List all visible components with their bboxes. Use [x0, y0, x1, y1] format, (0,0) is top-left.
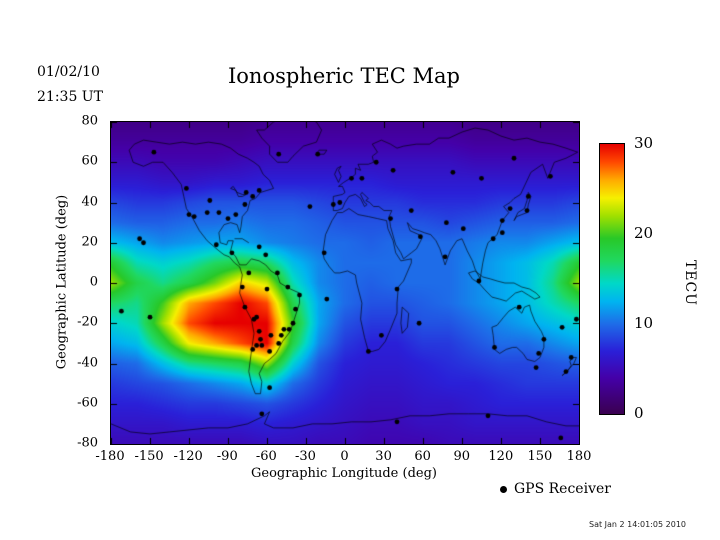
colorbar-unit-label: TECU [682, 259, 698, 307]
x-tick-label: -120 [173, 449, 203, 464]
y-tick-label: 40 [81, 194, 98, 209]
x-tick-label: 30 [375, 449, 392, 464]
colorbar-tick-label: 10 [634, 314, 654, 332]
gps-legend: GPS Receiver [500, 481, 611, 497]
x-tick-label: 180 [566, 449, 592, 464]
gps-legend-label: GPS Receiver [514, 481, 611, 497]
x-tick-label: -180 [95, 449, 125, 464]
x-tick-label: 120 [488, 449, 514, 464]
x-axis-label: Geographic Longitude (deg) [251, 466, 437, 481]
time-text: 21:35 UT [37, 89, 103, 106]
x-tick-label: 150 [527, 449, 553, 464]
date-text: 01/02/10 [37, 64, 100, 80]
y-tick-label: 80 [81, 113, 98, 129]
y-tick-label: -60 [77, 395, 98, 411]
colorbar-ticks: 30 20 10 0 [632, 134, 668, 422]
chart-title: Ionospheric TEC Map [227, 64, 460, 88]
tec-map-canvas [111, 122, 579, 444]
x-tick-label: 90 [453, 449, 471, 464]
colorbar-tick-label: 0 [634, 404, 644, 422]
colorbar-tick-label: 20 [634, 224, 654, 242]
colorbar-gradient [600, 144, 624, 414]
y-tick-label: -40 [77, 355, 98, 370]
x-tick-label: 0 [340, 449, 349, 464]
colorbar-tick-label: 30 [634, 134, 654, 152]
y-tick-label: 20 [81, 234, 98, 250]
y-tick-label: 0 [89, 274, 98, 290]
x-tick-label: -90 [216, 449, 238, 464]
x-tick-label: -30 [294, 449, 316, 464]
x-tick-label: 60 [414, 449, 431, 464]
x-axis-ticks: -180 -150 -120 -90 -60 -30 0 30 60 90 120 150 180 [95, 449, 591, 465]
y-axis-ticks: 80 60 40 20 0 -20 -40 -60 -80 [60, 114, 104, 451]
observation-datetime: 01/02/10 21:35 UT [37, 60, 103, 110]
x-tick-label: -150 [134, 449, 164, 464]
y-tick-label: 60 [81, 153, 98, 169]
x-tick-label: -60 [255, 449, 277, 464]
tec-map-plot [110, 121, 580, 445]
gps-receiver-dot-icon [500, 485, 507, 493]
creation-timestamp: Sat Jan 2 14:01:05 2010 [589, 520, 686, 529]
colorbar [599, 143, 625, 415]
y-tick-label: -80 [77, 435, 98, 451]
y-tick-label: -20 [77, 314, 98, 330]
